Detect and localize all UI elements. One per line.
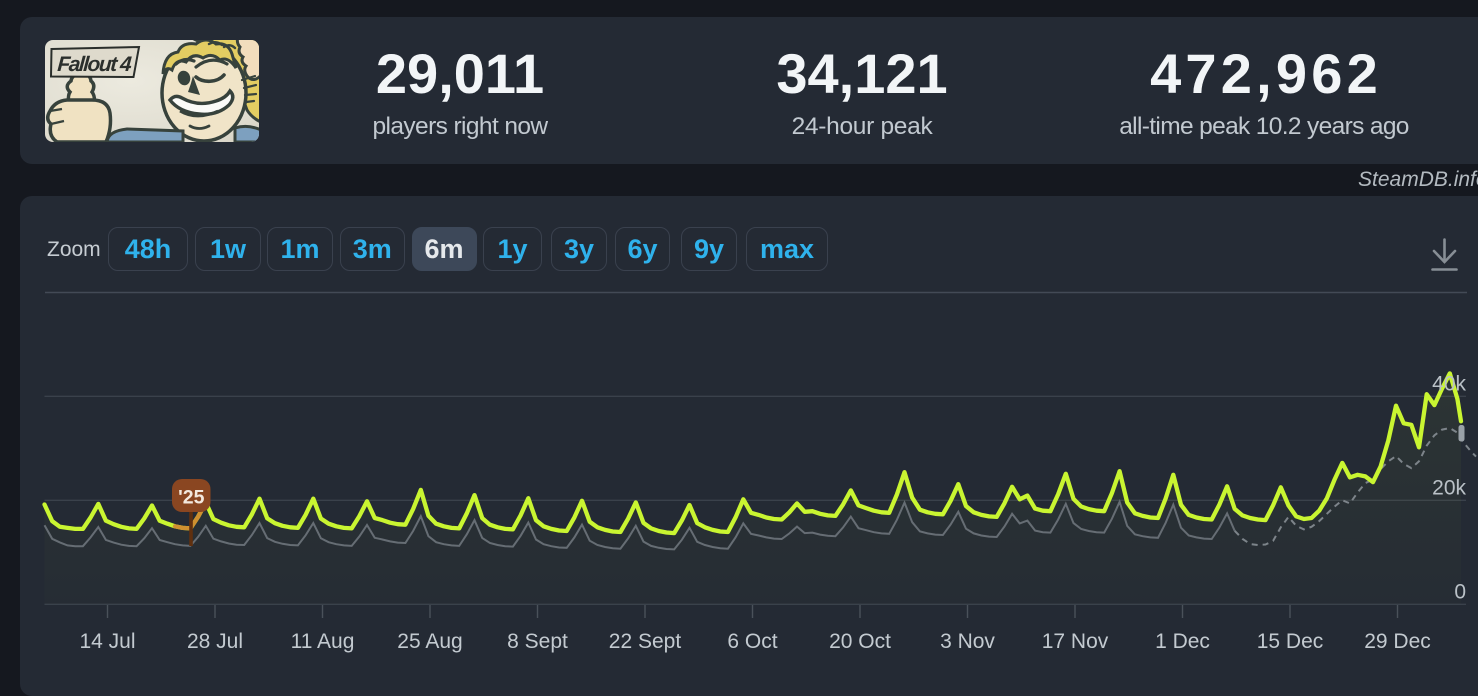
svg-text:1 Dec: 1 Dec xyxy=(1155,630,1210,653)
svg-text:15 Dec: 15 Dec xyxy=(1257,630,1324,653)
svg-text:14 Jul: 14 Jul xyxy=(79,630,135,653)
svg-text:'25: '25 xyxy=(178,487,204,509)
svg-text:6 Oct: 6 Oct xyxy=(727,630,777,653)
svg-text:3 Nov: 3 Nov xyxy=(940,630,995,653)
svg-text:11 Aug: 11 Aug xyxy=(291,630,355,653)
svg-text:Fallout 4: Fallout 4 xyxy=(57,53,133,76)
svg-text:20k: 20k xyxy=(1432,477,1466,500)
svg-text:40k: 40k xyxy=(1432,373,1466,396)
svg-text:8 Sept: 8 Sept xyxy=(507,630,568,653)
svg-text:17 Nov: 17 Nov xyxy=(1042,630,1109,653)
svg-text:0: 0 xyxy=(1454,581,1466,604)
svg-text:20 Oct: 20 Oct xyxy=(829,630,891,653)
svg-text:22 Sept: 22 Sept xyxy=(609,630,682,653)
svg-text:29 Dec: 29 Dec xyxy=(1364,630,1431,653)
svg-text:25 Aug: 25 Aug xyxy=(397,630,462,653)
svg-text:28 Jul: 28 Jul xyxy=(187,630,243,653)
